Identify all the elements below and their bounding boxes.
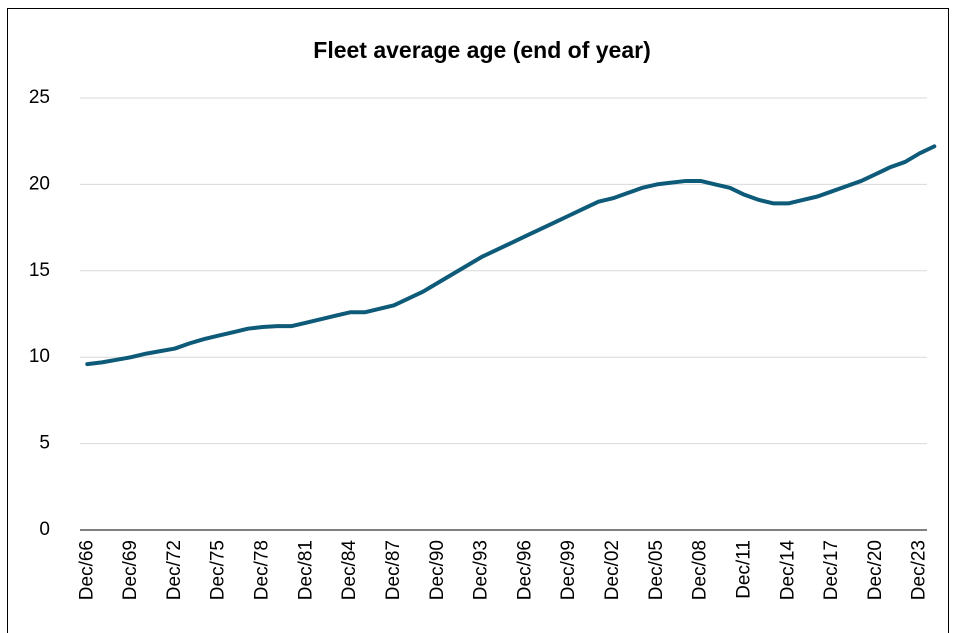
x-tick-label: Dec/14 — [777, 540, 798, 601]
y-tick-label: 10 — [29, 346, 50, 367]
chart-border — [7, 8, 949, 633]
x-tick-label: Dec/69 — [120, 540, 141, 600]
x-tick-label: Dec/96 — [514, 540, 535, 600]
x-tick-label: Dec/11 — [733, 540, 754, 599]
x-tick-label: Dec/08 — [690, 540, 711, 600]
x-tick-label: Dec/81 — [295, 540, 316, 600]
x-tick-label: Dec/20 — [865, 540, 886, 600]
y-tick-label: 0 — [39, 519, 50, 540]
y-tick-label: 5 — [39, 433, 50, 454]
x-tick-label: Dec/72 — [164, 540, 185, 600]
chart-title: Fleet average age (end of year) — [313, 37, 650, 63]
x-tick-label: Dec/93 — [471, 540, 492, 600]
y-tick-label: 25 — [29, 87, 50, 108]
x-tick-label: Dec/78 — [252, 540, 273, 600]
x-tick-label: Dec/17 — [821, 540, 842, 600]
x-tick-label: Dec/87 — [383, 540, 404, 600]
x-tick-label: Dec/90 — [427, 540, 448, 600]
x-tick-label: Dec/66 — [76, 540, 97, 600]
x-tick-label: Dec/05 — [646, 540, 667, 600]
line-series — [85, 144, 937, 367]
x-tick-label: Dec/99 — [558, 540, 579, 600]
y-tick-label: 20 — [29, 173, 50, 194]
x-tick-label: Dec/02 — [602, 540, 623, 600]
x-tick-label: Dec/84 — [339, 540, 360, 601]
x-tick-label: Dec/75 — [208, 540, 229, 600]
y-tick-label: 15 — [29, 260, 50, 281]
x-tick-label: Dec/23 — [909, 540, 930, 600]
